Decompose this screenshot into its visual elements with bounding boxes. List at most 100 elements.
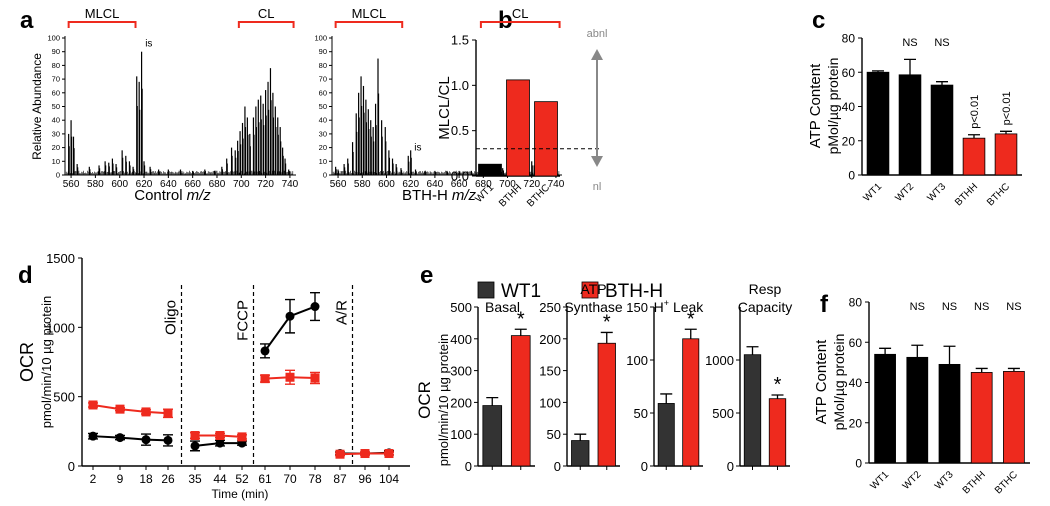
y-tick-label: 50 bbox=[547, 427, 561, 442]
category-label: WT2 bbox=[893, 181, 916, 204]
x-tick-label: 70 bbox=[283, 472, 297, 486]
significance-star: * bbox=[603, 311, 611, 333]
data-point-bth-h bbox=[310, 373, 320, 383]
x-tick-label: 87 bbox=[333, 472, 347, 486]
error-bar bbox=[746, 346, 759, 355]
error-bar bbox=[771, 394, 784, 399]
x-tick-label: 620 bbox=[402, 179, 419, 190]
y-axis-label: ATP Content bbox=[813, 339, 830, 424]
x-tick-label: 640 bbox=[160, 179, 177, 190]
y-tick-label: 0 bbox=[727, 459, 734, 474]
y-tick-label: 100 bbox=[450, 427, 472, 442]
y-tick-label: 100 bbox=[47, 34, 60, 43]
bar-wt1 bbox=[571, 440, 590, 467]
bar-wt1 bbox=[866, 71, 890, 176]
bar-wt1 bbox=[874, 353, 896, 464]
panel-label-b: b bbox=[498, 7, 513, 34]
x-tick-label: 660 bbox=[184, 179, 201, 190]
x-tick-label: 18 bbox=[139, 472, 153, 486]
panel-label-d: d bbox=[18, 262, 33, 289]
panel-label-a: a bbox=[20, 7, 34, 34]
y-tick-label: 500 bbox=[450, 300, 472, 315]
y-axis-label: OCR bbox=[17, 342, 37, 382]
y-axis-label: Relative Abundance bbox=[30, 53, 44, 160]
x-tick-label: 720 bbox=[257, 179, 274, 190]
bar-chart-f: 0 20 40 60 80 WT1 WT2 NS WT3 NS BTHH NS BTHC NS ATP Co… bbox=[813, 296, 1030, 496]
y-axis-label: ATP Content bbox=[807, 63, 824, 148]
data-point-wt1 bbox=[115, 433, 125, 443]
bar-wt1 bbox=[743, 354, 762, 467]
significance-label: NS bbox=[1006, 301, 1021, 313]
x-tick-label: 26 bbox=[161, 472, 175, 486]
y-tick-label: 1500 bbox=[46, 251, 75, 266]
panel-label-f: f bbox=[820, 291, 829, 318]
series-line-wt1 bbox=[92, 435, 169, 442]
y-tick-label: 20 bbox=[842, 134, 856, 148]
subplot-4: 0 500 1000 * Resp Capacity bbox=[705, 281, 792, 474]
x-tick-label: 680 bbox=[209, 179, 226, 190]
category-label: WT2 bbox=[901, 469, 924, 492]
y-tick-label: 250 bbox=[539, 300, 561, 315]
range-label-abnormal: abnl bbox=[587, 28, 608, 40]
spectrum-control: 0 10 20 30 40 50 60 70 80 90 100 560 580 600 620 640 660… bbox=[30, 6, 299, 204]
range-arrow-down bbox=[591, 156, 603, 167]
bar-wt2 bbox=[898, 74, 922, 176]
y-tick-label: 1000 bbox=[705, 353, 734, 368]
x-tick-label: 560 bbox=[63, 179, 80, 190]
significance-star: * bbox=[687, 308, 695, 330]
significance-label: p<0.01 bbox=[969, 95, 981, 129]
y-tick-label: 70 bbox=[319, 75, 327, 84]
bar-bthh bbox=[970, 372, 993, 464]
y-tick-label: 40 bbox=[849, 376, 863, 390]
error-bar bbox=[943, 345, 956, 365]
bar-bthc bbox=[1003, 371, 1025, 464]
injection-label: Oligo bbox=[163, 300, 180, 335]
category-label: BTHC bbox=[993, 469, 1020, 496]
x-tick-label: 740 bbox=[282, 179, 299, 190]
y-tick-label: 80 bbox=[842, 32, 856, 46]
significance-label: NS bbox=[934, 37, 949, 49]
data-point-bth-h bbox=[115, 404, 125, 414]
y-tick-label: 0 bbox=[855, 457, 862, 471]
error-bar bbox=[872, 70, 884, 73]
y-tick-label: 400 bbox=[450, 332, 472, 347]
data-point-wt1 bbox=[163, 435, 173, 445]
y-tick-label: 150 bbox=[539, 364, 561, 379]
x-tick-label: 640 bbox=[427, 179, 444, 190]
bar-bthh bbox=[962, 137, 986, 176]
panel-label-e: e bbox=[420, 262, 433, 289]
significance-label: NS bbox=[942, 301, 957, 313]
y-axis-label: MLCL/CL bbox=[436, 76, 453, 139]
x-tick-label: 61 bbox=[258, 472, 272, 486]
data-point-wt1 bbox=[141, 435, 151, 445]
y-tick-label: 90 bbox=[319, 47, 327, 56]
y-tick-label: 30 bbox=[52, 129, 60, 138]
legend-label: WT1 bbox=[501, 281, 541, 302]
error-bar bbox=[975, 367, 988, 373]
x-tick-label: 740 bbox=[548, 179, 565, 190]
bracket-mlcl bbox=[334, 21, 404, 28]
y-tick-label: 1000 bbox=[46, 320, 75, 335]
bar-bth-h bbox=[597, 342, 616, 467]
x-tick-label: 660 bbox=[451, 179, 468, 190]
significance-label: p<0.01 bbox=[1001, 91, 1013, 125]
bar-wt1 bbox=[657, 403, 675, 467]
bracket-mlcl bbox=[67, 21, 137, 28]
x-tick-label: 580 bbox=[354, 179, 371, 190]
y-tick-label: 0 bbox=[848, 169, 855, 183]
subplot-2: 0 50 100 150 200 250 * ATP Synthase bbox=[539, 281, 623, 474]
y-tick-label: 20 bbox=[849, 416, 863, 430]
significance-label: NS bbox=[974, 301, 989, 313]
y-tick-label: 10 bbox=[52, 157, 60, 166]
bracket-label: CL bbox=[258, 6, 275, 21]
bar-wt2 bbox=[906, 356, 929, 464]
category-label: BTHH bbox=[961, 469, 988, 496]
data-point-wt1 bbox=[260, 346, 270, 356]
y-tick-label: 10 bbox=[319, 157, 327, 166]
injection-label: A/R bbox=[334, 300, 351, 325]
y-tick-label: 50 bbox=[634, 406, 648, 421]
y-axis-label-unit: pMol/µg protein bbox=[825, 58, 841, 155]
bar-wt1 bbox=[482, 405, 503, 467]
y-tick-label: 0 bbox=[323, 171, 327, 180]
